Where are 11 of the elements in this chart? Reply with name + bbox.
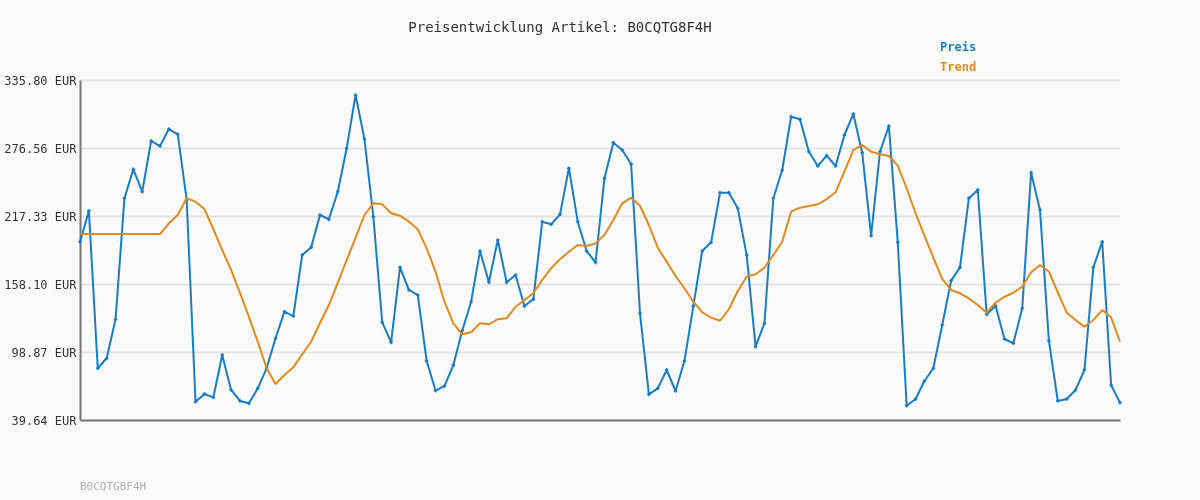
y-tick-label: 39.64 EUR <box>11 413 78 428</box>
y-tick-label: 276.56 EUR <box>4 141 78 156</box>
line-series <box>79 143 1121 385</box>
text: B0CQTG8F4H <box>80 480 147 493</box>
y-tick-label: 98.87 EUR <box>11 345 78 360</box>
y-tick-label: 158.10 EUR <box>4 277 78 292</box>
text: Trend <box>940 60 977 74</box>
y-tick-label: 217.33 EUR <box>4 209 78 224</box>
y-tick-label: 335.80 EUR <box>4 73 78 88</box>
chart-title: Preisentwicklung Artikel: B0CQTG8F4H <box>408 19 712 35</box>
text: Preis <box>940 40 977 54</box>
